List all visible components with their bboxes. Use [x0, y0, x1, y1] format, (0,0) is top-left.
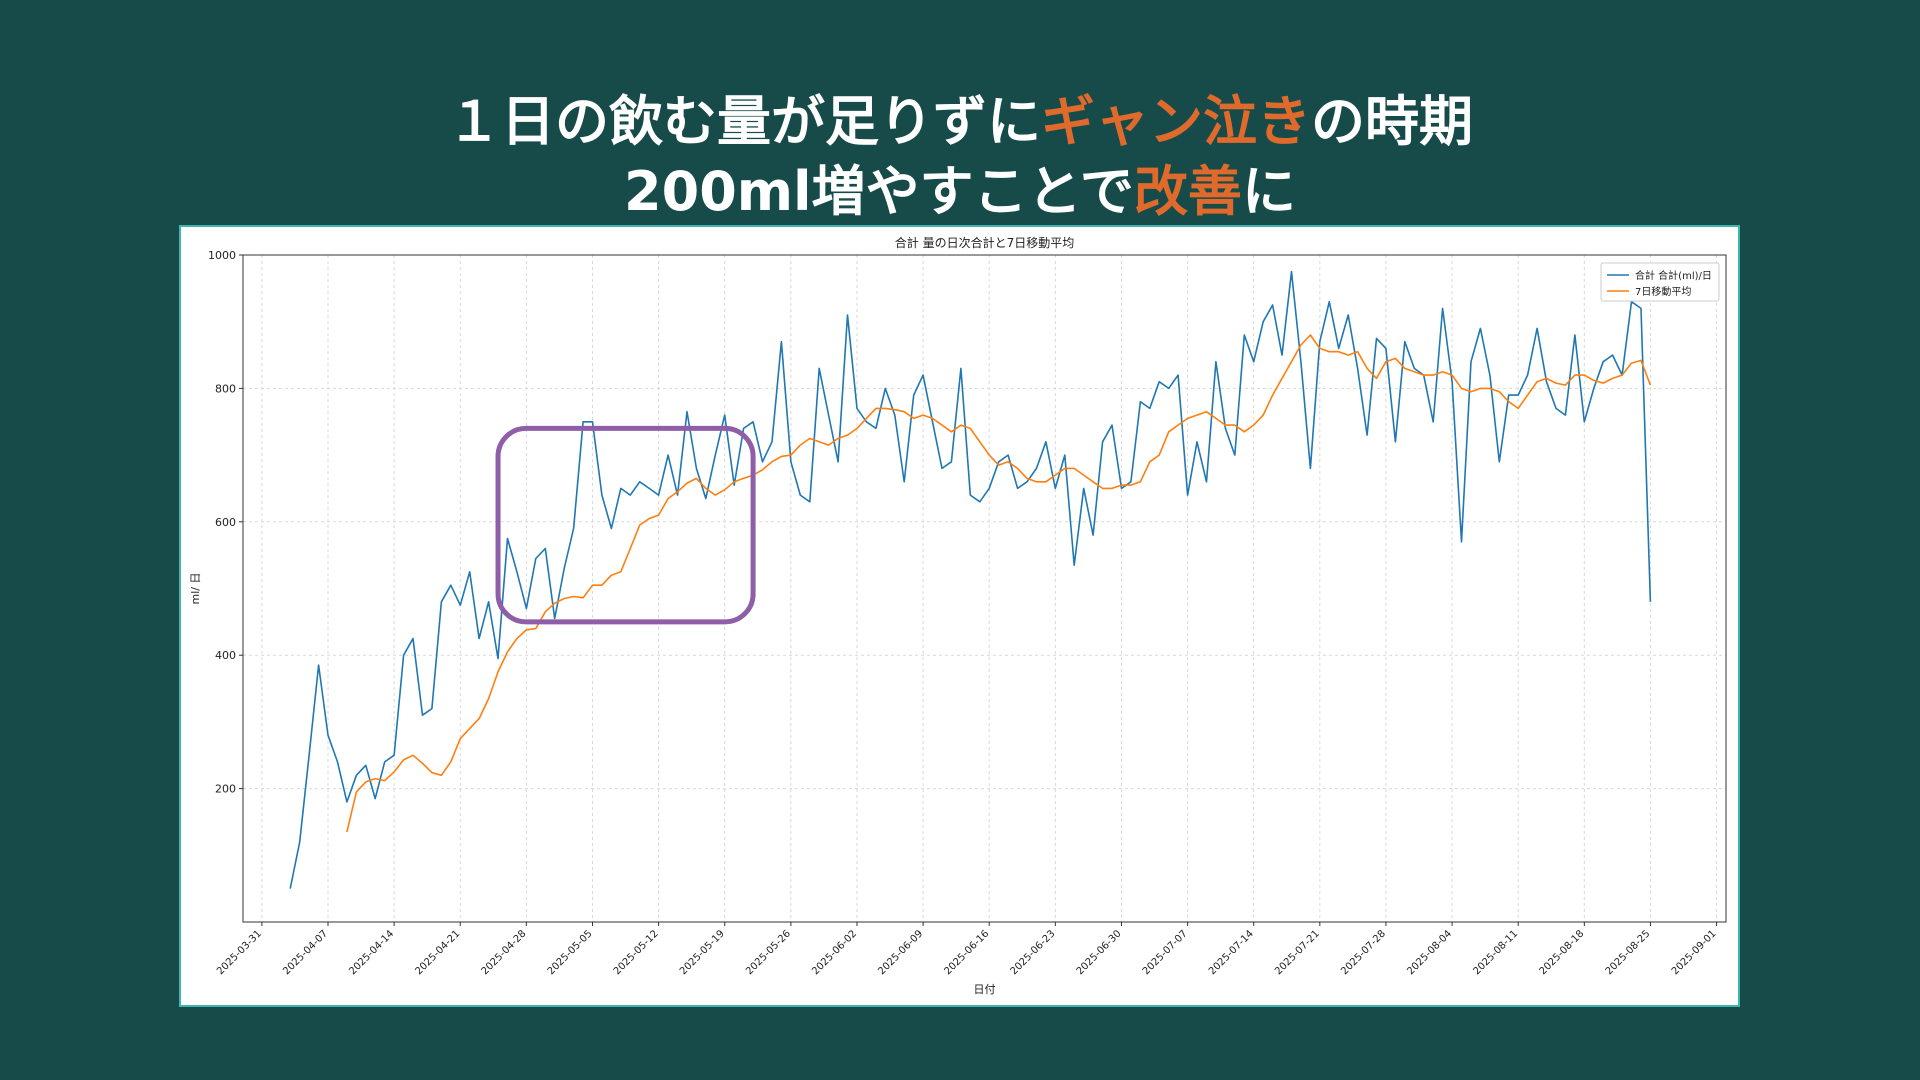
plot-area-frame [242, 254, 1727, 923]
x-tick-label: 2025-06-16 [942, 928, 991, 977]
headline-line-2: 200ml増やすことで改善に [0, 160, 1920, 224]
headline-1-accent: ギャン泣き [1041, 90, 1311, 153]
x-tick-label: 2025-08-11 [1471, 928, 1520, 977]
y-tick-label: 200 [215, 783, 236, 796]
headline-2-part-a: 200ml増やすことで [624, 160, 1134, 223]
x-tick-label: 2025-06-09 [876, 928, 925, 977]
headline-2-accent: 改善 [1133, 160, 1242, 223]
x-tick-label: 2025-07-14 [1207, 928, 1256, 977]
x-tick-label: 2025-06-23 [1009, 928, 1058, 977]
line-chart: 200 400 600 800 1000 2025-03-31 2025-04-07 2025… [189, 235, 1727, 996]
y-tick-label: 600 [215, 516, 236, 529]
y-tick-label: 800 [215, 382, 236, 395]
x-tick-label: 2025-05-12 [612, 928, 661, 977]
x-tick-label: 2025-04-14 [347, 928, 396, 977]
series-line-7day-average [346, 334, 1652, 833]
x-tick-label: 2025-04-21 [413, 928, 462, 977]
chart-title: 合計 量の日次合計と7日移動平均 [895, 235, 1074, 250]
headline-2-part-c: に [1241, 160, 1296, 223]
y-axis-label: ml/ 日 [189, 573, 202, 605]
x-tick-label: 2025-07-21 [1273, 928, 1322, 977]
x-tick-label: 2025-06-30 [1075, 928, 1124, 977]
highlight-box [495, 425, 756, 625]
x-tick-label: 2025-05-26 [744, 928, 793, 977]
x-tick-label: 2025-08-25 [1604, 928, 1653, 977]
x-tick-label: 2025-05-19 [678, 928, 727, 977]
legend-label: 7日移動平均 [1635, 285, 1691, 298]
x-tick-label: 2025-08-04 [1405, 928, 1454, 977]
legend-label: 合計 合計(ml)/日 [1635, 269, 1712, 282]
x-tick-label: 2025-07-28 [1339, 928, 1388, 977]
headline-1-part-c: の時期 [1311, 90, 1473, 153]
x-tick-label: 2025-03-31 [215, 928, 264, 977]
y-tick-label: 1000 [208, 249, 236, 262]
x-tick-label: 2025-09-01 [1670, 928, 1719, 977]
x-tick-label: 2025-04-28 [480, 928, 529, 977]
x-tick-label: 2025-05-05 [546, 928, 595, 977]
x-axis-label: 日付 [974, 983, 996, 996]
headline-1-part-a: １日の飲む量が足りずに [447, 90, 1041, 153]
y-tick-label: 400 [215, 649, 236, 662]
x-tick-label: 2025-08-18 [1538, 928, 1587, 977]
x-tick-label: 2025-04-07 [281, 928, 330, 977]
chart-frame: 200 400 600 800 1000 2025-03-31 2025-04-07 2025… [179, 225, 1740, 1007]
legend-box [1600, 262, 1720, 302]
headline-line-1: １日の飲む量が足りずにギャン泣きの時期 [0, 90, 1920, 154]
x-tick-label: 2025-06-02 [810, 928, 859, 977]
x-tick-label: 2025-07-07 [1141, 928, 1190, 977]
series-line-daily [289, 270, 1652, 889]
